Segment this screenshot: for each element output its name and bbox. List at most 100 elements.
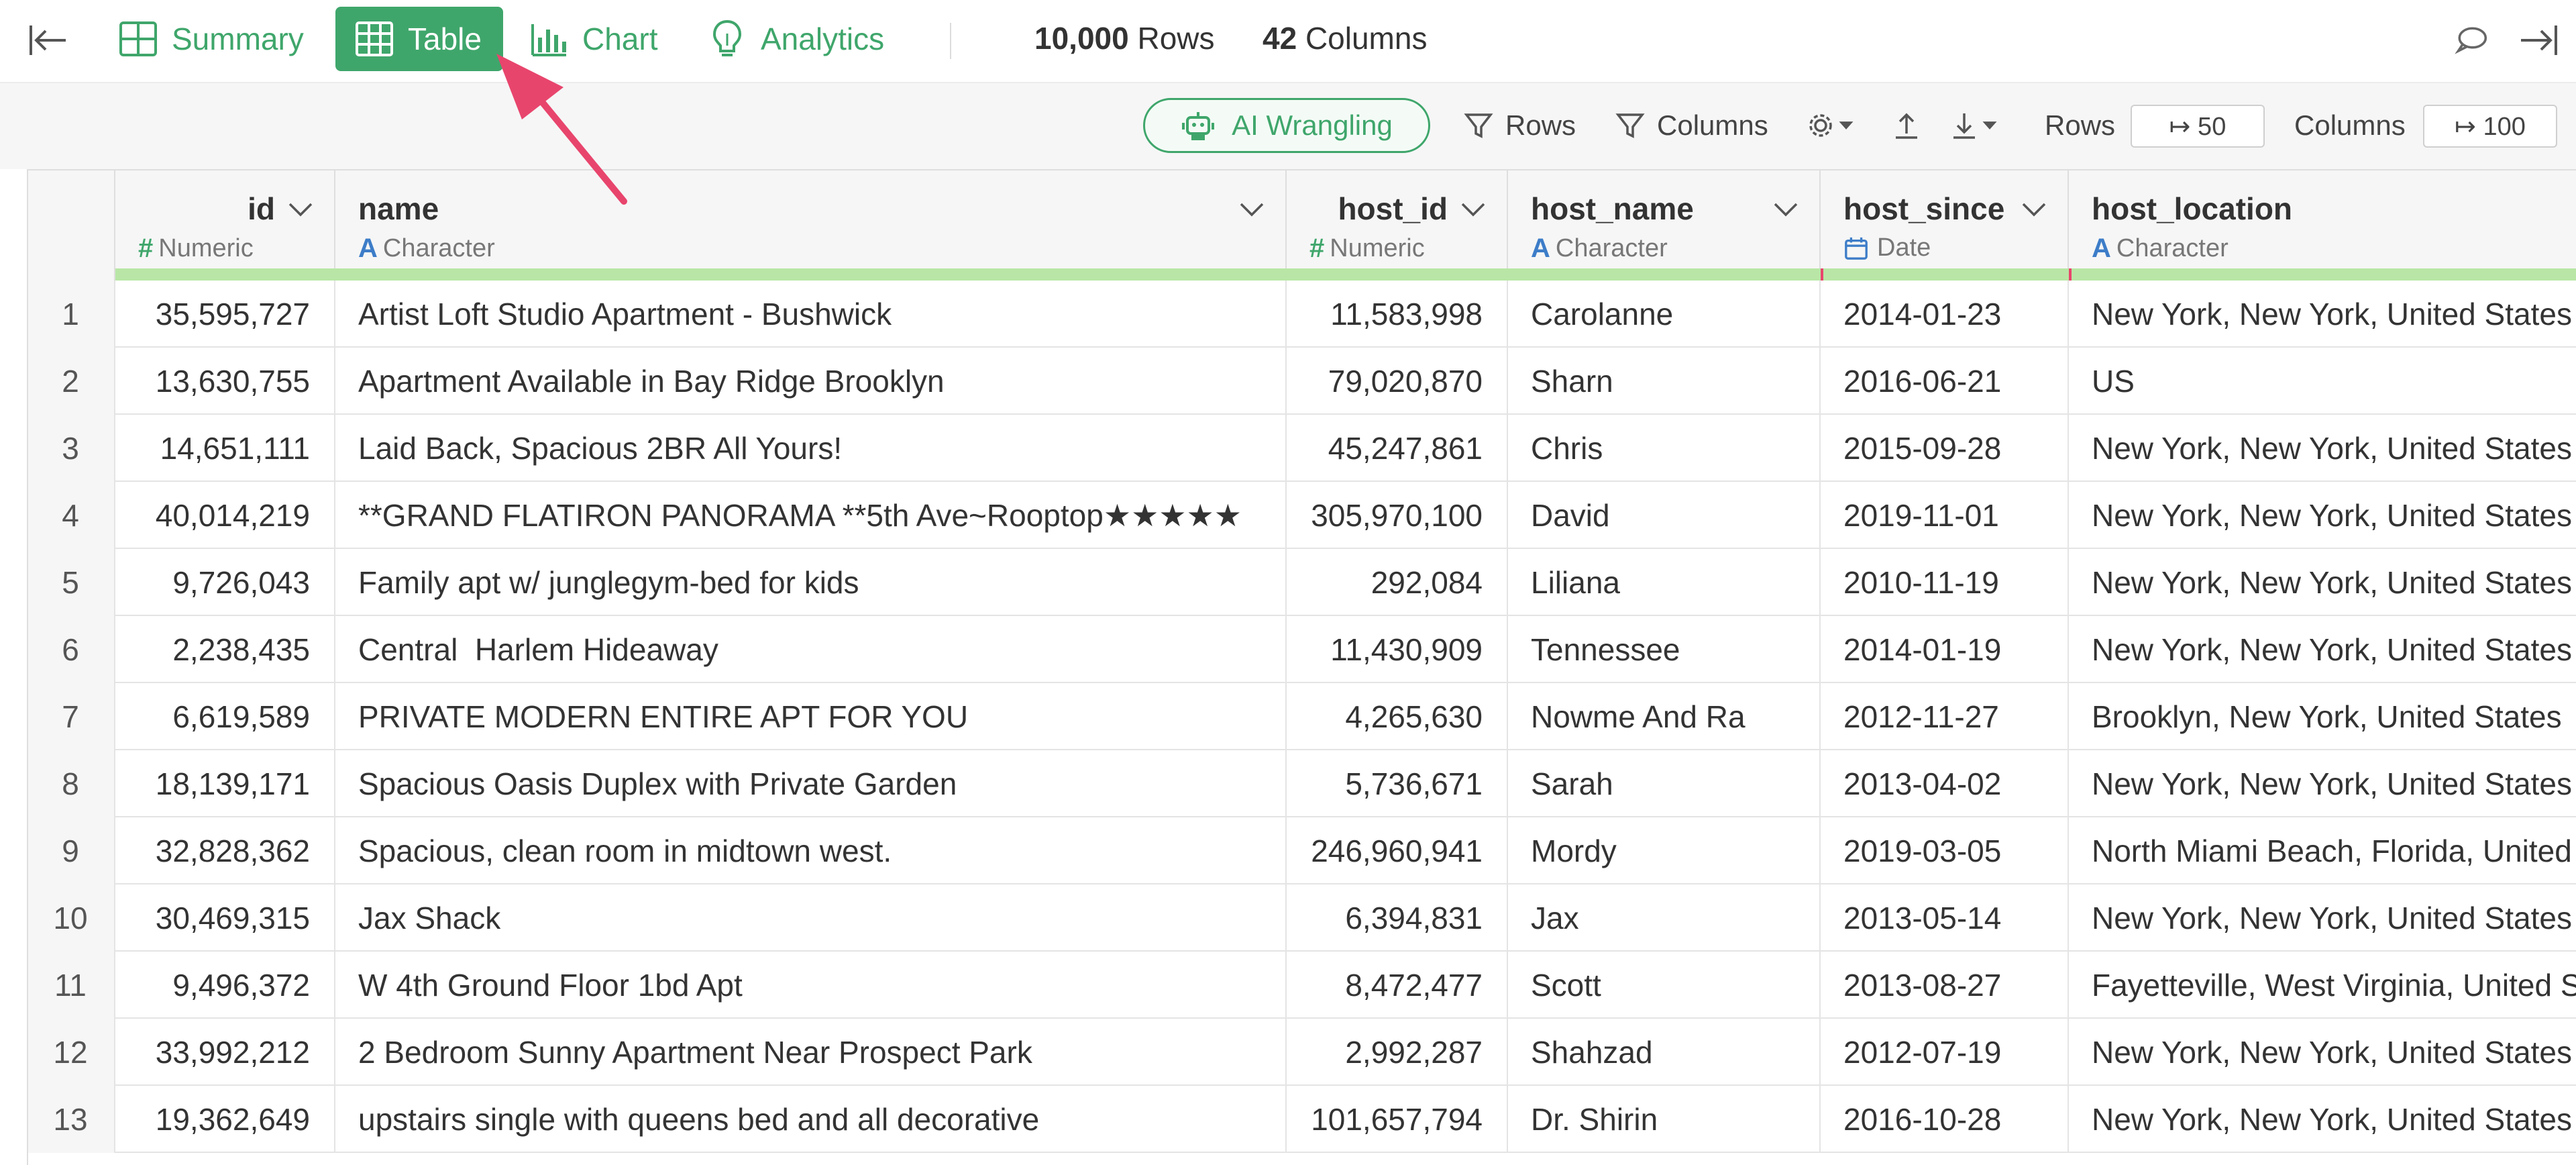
column-header-host-location[interactable]: host_location A Character — [2069, 170, 2576, 282]
cell-host-id[interactable]: 305,970,100 — [1287, 482, 1508, 549]
cell-host-name[interactable]: David — [1508, 482, 1821, 549]
cell-host-location[interactable]: New York, New York, United States — [2092, 1102, 2572, 1137]
cell-host-location[interactable]: New York, New York, United States — [2092, 431, 2572, 466]
cell-host-name[interactable]: Chris — [1508, 415, 1821, 482]
cell-host-name[interactable]: Carolanne — [1508, 281, 1821, 348]
cell-host-id[interactable]: 101,657,794 — [1287, 1086, 1508, 1153]
settings-dropdown[interactable] — [1805, 103, 1856, 148]
cell-host-since[interactable]: 2013-08-27 — [1821, 952, 2069, 1019]
table-row[interactable]: 3 14,651,111 Laid Back, Spacious 2BR All… — [27, 415, 2576, 482]
column-filter-button[interactable]: Columns — [1614, 103, 1768, 148]
cell-id[interactable]: 18,139,171 — [115, 750, 335, 817]
cell-host-name[interactable]: Sharn — [1508, 348, 1821, 415]
cell-host-name[interactable]: Sarah — [1508, 750, 1821, 817]
cell-host-name[interactable]: Liliana — [1508, 549, 1821, 616]
cell-host-since[interactable]: 2014-01-23 — [1821, 281, 2069, 348]
cell-host-id[interactable]: 6,394,831 — [1287, 884, 1508, 952]
cell-host-id[interactable]: 4,265,630 — [1287, 683, 1508, 750]
cell-host-location[interactable]: North Miami Beach, Florida, United State… — [2092, 833, 2576, 868]
chevron-down-icon[interactable] — [1772, 200, 1799, 219]
cell-name[interactable]: 2 Bedroom Sunny Apartment Near Prospect … — [335, 1019, 1287, 1086]
cell-id[interactable]: 9,726,043 — [115, 549, 335, 616]
cell-name[interactable]: Laid Back, Spacious 2BR All Yours! — [335, 415, 1287, 482]
table-row[interactable]: 10 30,469,315 Jax Shack 6,394,831 Jax 20… — [27, 884, 2576, 952]
cell-host-location[interactable]: New York, New York, United States — [2092, 901, 2572, 935]
table-row[interactable]: 5 9,726,043 Family apt w/ junglegym-bed … — [27, 549, 2576, 616]
cell-host-id[interactable]: 5,736,671 — [1287, 750, 1508, 817]
cell-host-name[interactable]: Nowme And Ra — [1508, 683, 1821, 750]
cell-host-since[interactable]: 2013-04-02 — [1821, 750, 2069, 817]
row-filter-button[interactable]: Rows — [1462, 103, 1576, 148]
collapse-right-icon[interactable] — [2514, 16, 2563, 64]
cell-id[interactable]: 2,238,435 — [115, 616, 335, 683]
cell-id[interactable]: 30,469,315 — [115, 884, 335, 952]
rows-limit-input[interactable]: ↦ 50 — [2131, 105, 2265, 148]
cell-id[interactable]: 14,651,111 — [115, 415, 335, 482]
cell-id[interactable]: 32,828,362 — [115, 817, 335, 884]
cell-host-since[interactable]: 2016-06-21 — [1821, 348, 2069, 415]
cell-host-since[interactable]: 2019-11-01 — [1821, 482, 2069, 549]
collapse-left-icon[interactable] — [24, 16, 72, 64]
cell-id[interactable]: 6,619,589 — [115, 683, 335, 750]
cell-host-name[interactable]: Shahzad — [1508, 1019, 1821, 1086]
tab-analytics[interactable]: Analytics — [706, 7, 884, 71]
ai-wrangling-button[interactable]: AI Wrangling — [1143, 98, 1430, 153]
cell-id[interactable]: 13,630,755 — [115, 348, 335, 415]
comment-icon[interactable] — [2450, 16, 2493, 64]
cell-host-since[interactable]: 2015-09-28 — [1821, 415, 2069, 482]
cell-host-name[interactable]: Jax — [1508, 884, 1821, 952]
cell-id[interactable]: 19,362,649 — [115, 1086, 335, 1153]
cell-name[interactable]: Family apt w/ junglegym-bed for kids — [335, 549, 1287, 616]
chevron-down-icon[interactable] — [2021, 200, 2047, 219]
column-header-host-id[interactable]: host_id # Numeric — [1287, 170, 1508, 282]
table-row[interactable]: 2 13,630,755 Apartment Available in Bay … — [27, 348, 2576, 415]
cell-host-id[interactable]: 2,992,287 — [1287, 1019, 1508, 1086]
cell-host-location[interactable]: New York, New York, United States — [2092, 766, 2572, 801]
table-row[interactable]: 7 6,619,589 PRIVATE MODERN ENTIRE APT FO… — [27, 683, 2576, 750]
cell-host-name[interactable]: Tennessee — [1508, 616, 1821, 683]
cell-host-name[interactable]: Dr. Shirin — [1508, 1086, 1821, 1153]
table-row[interactable]: 11 9,496,372 W 4th Ground Floor 1bd Apt … — [27, 952, 2576, 1019]
cell-id[interactable]: 33,992,212 — [115, 1019, 335, 1086]
table-row[interactable]: 1 35,595,727 Artist Loft Studio Apartmen… — [27, 281, 2576, 348]
table-row[interactable]: 4 40,014,219 **GRAND FLATIRON PANORAMA *… — [27, 482, 2576, 549]
cell-host-since[interactable]: 2019-03-05 — [1821, 817, 2069, 884]
cell-name[interactable]: Spacious, clean room in midtown west. — [335, 817, 1287, 884]
upload-button[interactable] — [1890, 103, 1923, 148]
cell-host-id[interactable]: 11,583,998 — [1287, 281, 1508, 348]
cell-host-since[interactable]: 2014-01-19 — [1821, 616, 2069, 683]
cell-host-location[interactable]: New York, New York, United States — [2092, 1035, 2572, 1070]
tab-chart[interactable]: Chart — [527, 7, 657, 71]
table-row[interactable]: 12 33,992,212 2 Bedroom Sunny Apartment … — [27, 1019, 2576, 1086]
column-header-id[interactable]: id # Numeric — [115, 170, 335, 282]
cell-host-id[interactable]: 45,247,861 — [1287, 415, 1508, 482]
cell-host-since[interactable]: 2012-11-27 — [1821, 683, 2069, 750]
cell-name[interactable]: PRIVATE MODERN ENTIRE APT FOR YOU — [335, 683, 1287, 750]
tab-table[interactable]: Table — [335, 7, 503, 71]
cell-host-id[interactable]: 8,472,477 — [1287, 952, 1508, 1019]
table-row[interactable]: 9 32,828,362 Spacious, clean room in mid… — [27, 817, 2576, 884]
cell-id[interactable]: 40,014,219 — [115, 482, 335, 549]
column-header-host-since[interactable]: host_since Date — [1821, 170, 2069, 282]
cell-host-since[interactable]: 2013-05-14 — [1821, 884, 2069, 952]
table-row[interactable]: 6 2,238,435 Central Harlem Hideaway 11,4… — [27, 616, 2576, 683]
cell-host-id[interactable]: 246,960,941 — [1287, 817, 1508, 884]
cell-name[interactable]: Artist Loft Studio Apartment - Bushwick — [335, 281, 1287, 348]
cell-name[interactable]: **GRAND FLATIRON PANORAMA **5th Ave~Roop… — [335, 482, 1287, 549]
column-header-host-name[interactable]: host_name A Character — [1508, 170, 1821, 282]
cell-name[interactable]: Spacious Oasis Duplex with Private Garde… — [335, 750, 1287, 817]
cell-name[interactable]: Jax Shack — [335, 884, 1287, 952]
chevron-down-icon[interactable] — [287, 200, 314, 219]
cell-host-id[interactable]: 79,020,870 — [1287, 348, 1508, 415]
cell-host-id[interactable]: 292,084 — [1287, 549, 1508, 616]
cell-host-location[interactable]: Brooklyn, New York, United States — [2092, 699, 2562, 734]
cell-host-location[interactable]: Fayetteville, West Virginia, United Stat… — [2092, 968, 2576, 1003]
download-dropdown[interactable] — [1948, 103, 1999, 148]
cell-host-location[interactable]: US — [2092, 364, 2135, 399]
cell-host-location[interactable]: New York, New York, United States — [2092, 632, 2572, 667]
table-row[interactable]: 8 18,139,171 Spacious Oasis Duplex with … — [27, 750, 2576, 817]
cell-name[interactable]: Central Harlem Hideaway — [335, 616, 1287, 683]
tab-summary[interactable]: Summary — [117, 7, 304, 71]
cell-host-id[interactable]: 11,430,909 — [1287, 616, 1508, 683]
chevron-down-icon[interactable] — [1238, 200, 1265, 219]
